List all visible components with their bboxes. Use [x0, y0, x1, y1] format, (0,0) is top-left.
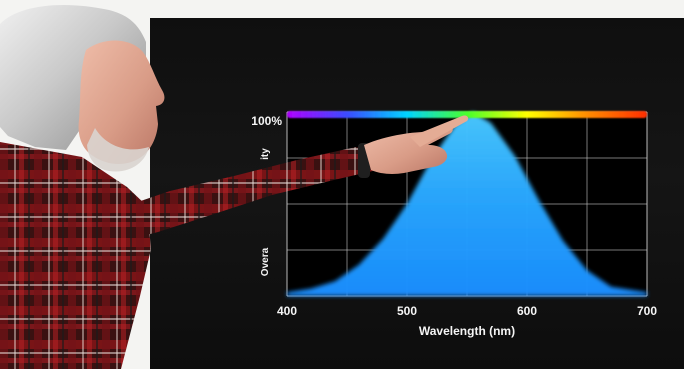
pointing-finger: [410, 115, 469, 147]
x-tick-label: 600: [517, 304, 537, 318]
presenter-face: [78, 40, 165, 165]
response-curve-area: [287, 112, 647, 296]
presenter-beard: [87, 128, 149, 172]
y-tick-label: 100%: [251, 114, 282, 128]
x-tick-label: 700: [637, 304, 657, 318]
visible-spectrum-bar: [287, 111, 647, 118]
x-axis-ticks: 400 500 600 700: [277, 304, 657, 318]
y-axis-ticks: 100%: [251, 114, 282, 128]
x-tick-label: 500: [397, 304, 417, 318]
presenter-torso: [0, 142, 151, 369]
x-axis-label: Wavelength (nm): [419, 324, 515, 338]
y-axis-label-bottom-fragment: Overa: [260, 247, 271, 276]
presenter-arm: [120, 147, 378, 239]
x-tick-label: 400: [277, 304, 297, 318]
y-axis-label-top-fragment: ity: [260, 148, 271, 160]
